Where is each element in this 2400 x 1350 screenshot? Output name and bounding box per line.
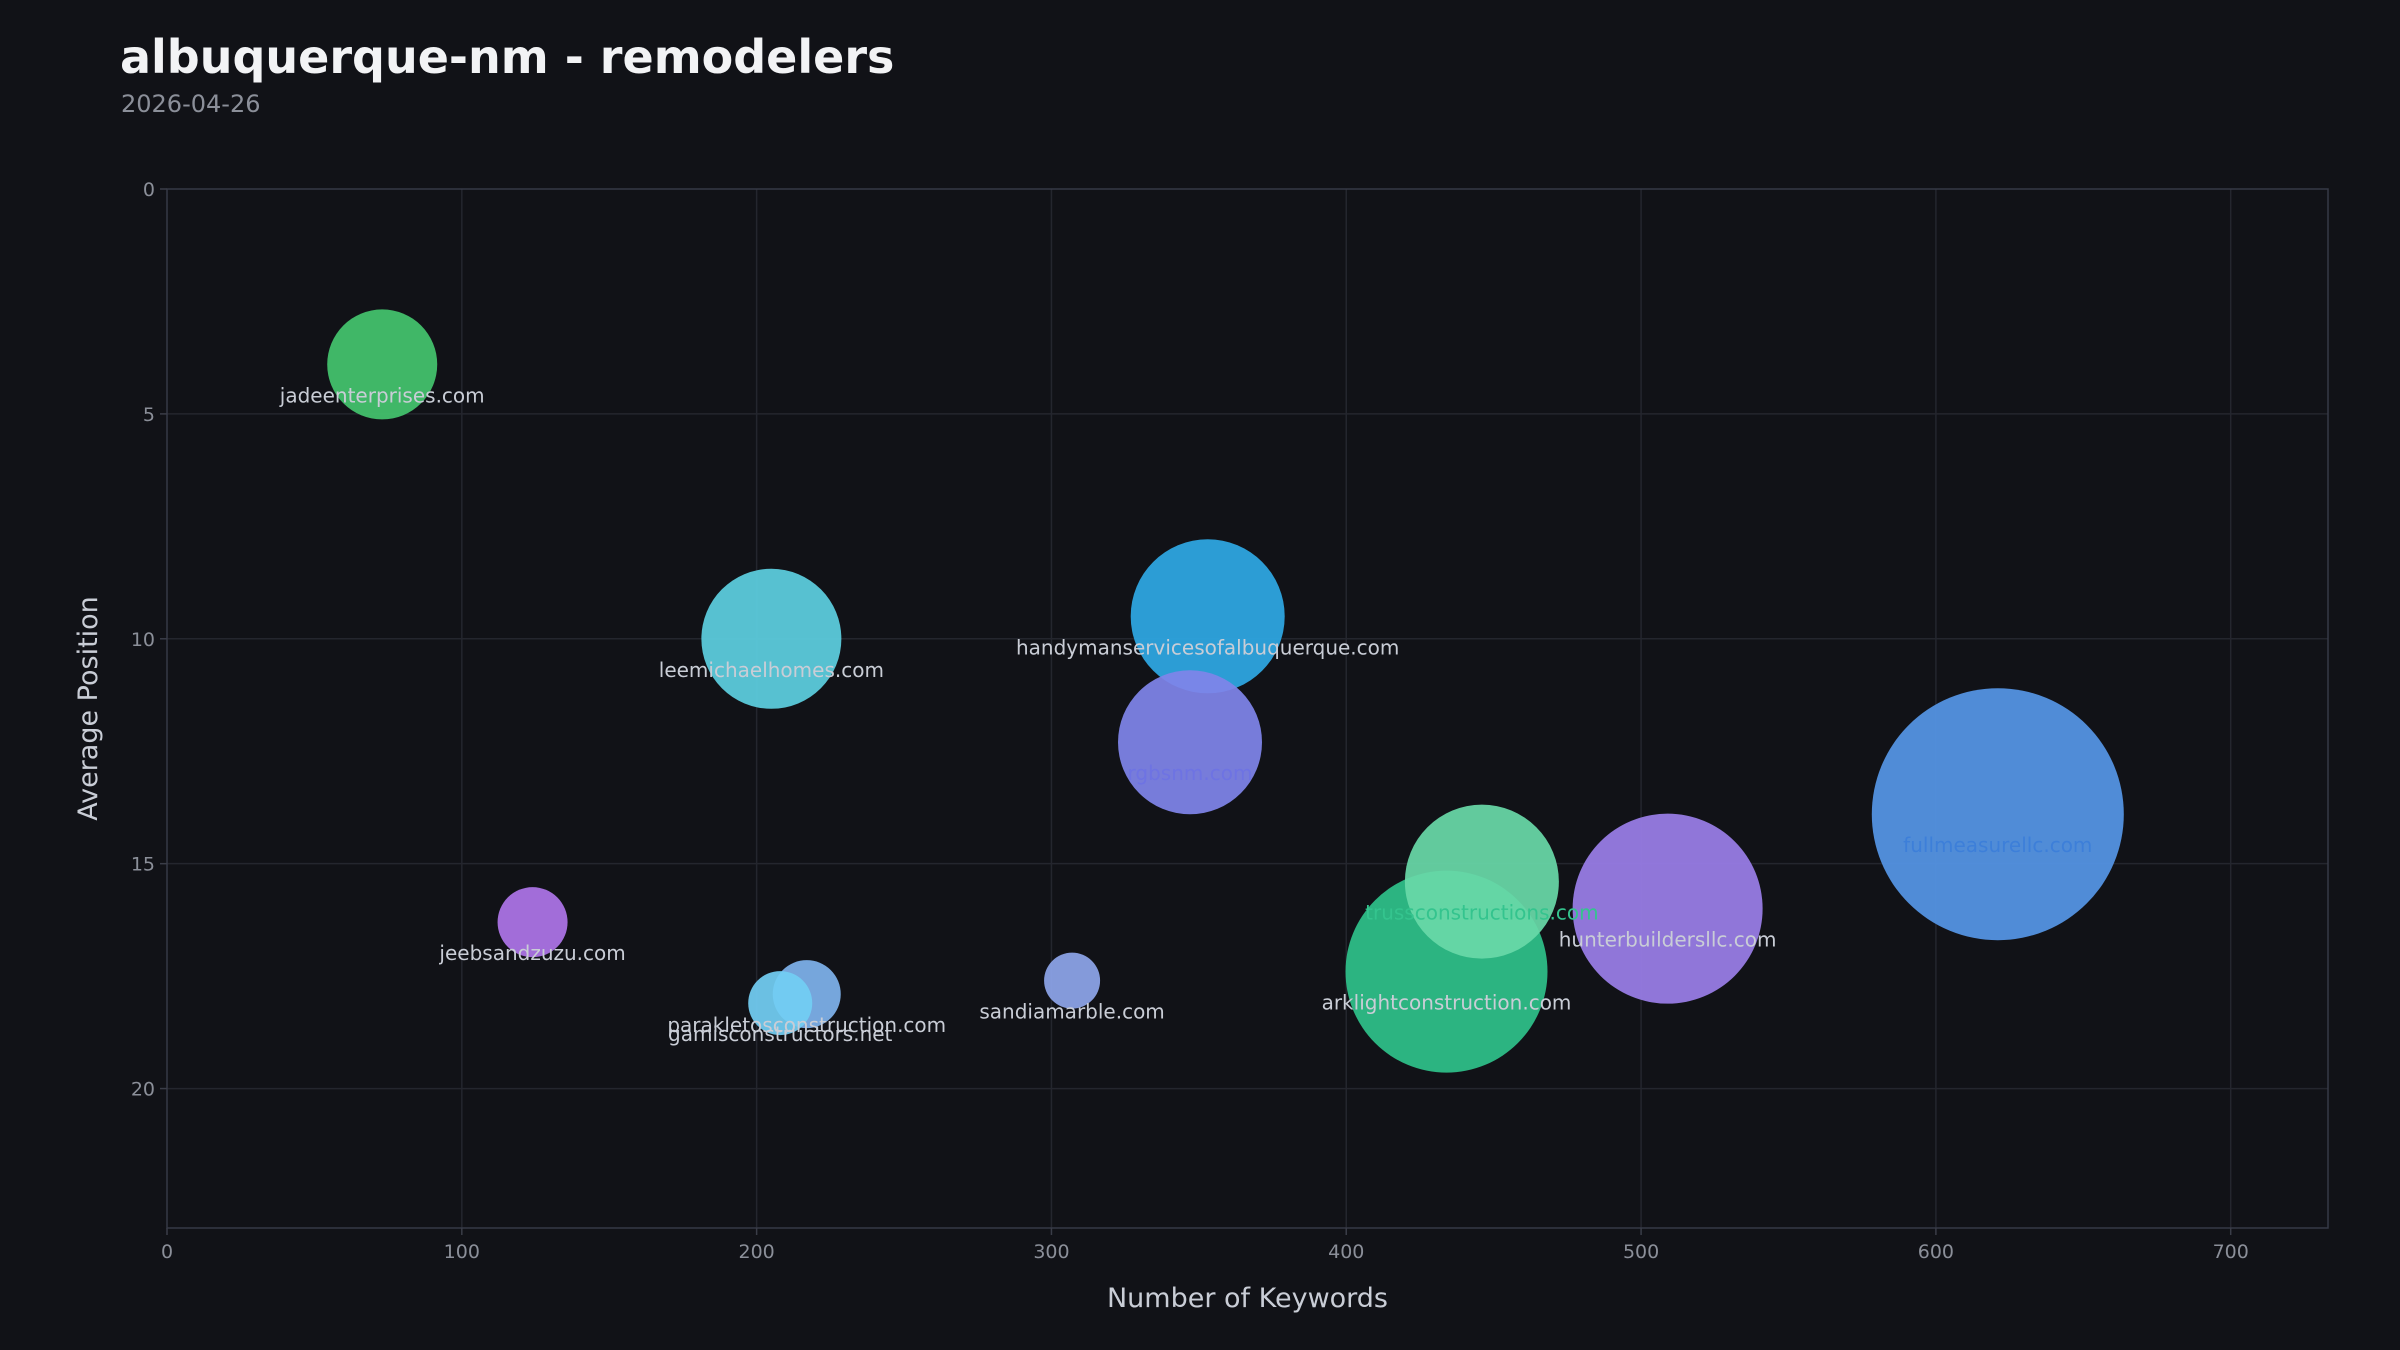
bubble bbox=[1572, 813, 1763, 1004]
y-tick-label: 15 bbox=[131, 854, 155, 876]
bubble-label: leemichaelhomes.com bbox=[659, 658, 884, 682]
bubble-label: jeebsandzuzu.com bbox=[438, 941, 625, 965]
bubble bbox=[1404, 804, 1559, 959]
x-tick-label: 100 bbox=[444, 1241, 480, 1263]
y-tick-label: 0 bbox=[143, 179, 155, 201]
x-axis-title: Number of Keywords bbox=[1107, 1283, 1388, 1314]
bubble bbox=[1871, 688, 2124, 941]
x-tick-label: 500 bbox=[1623, 1241, 1659, 1263]
x-tick-label: 400 bbox=[1328, 1241, 1364, 1263]
bubble-label: sandiamarble.com bbox=[979, 1000, 1164, 1024]
y-tick-label: 20 bbox=[131, 1079, 155, 1101]
bubble-label: arklightconstruction.com bbox=[1322, 991, 1572, 1015]
bubble bbox=[748, 971, 813, 1036]
bubble bbox=[1044, 952, 1101, 1009]
axis-ticks: 0 100 200 300 400 500 600 700 0 5 10 15 20 bbox=[131, 179, 2249, 1263]
bubble-label: hunterbuildersllc.com bbox=[1559, 928, 1777, 952]
bubble bbox=[497, 887, 568, 958]
bubble bbox=[701, 568, 842, 709]
bubbles bbox=[327, 309, 2124, 1073]
x-tick-label: 700 bbox=[2213, 1241, 2249, 1263]
bubble-label: parakletosconstruction.com bbox=[667, 1013, 946, 1037]
bubble-labels: fullmeasurellc.com hunterbuildersllc.com a… bbox=[279, 383, 2093, 1046]
bubble-label: fullmeasurellc.com bbox=[1903, 833, 2092, 857]
chart-title: albuquerque-nm - remodelers bbox=[120, 30, 895, 84]
x-tick-label: 300 bbox=[1033, 1241, 1069, 1263]
bubble-label: jadeenterprises.com bbox=[279, 383, 485, 407]
bubble-label: rgbsnm.com bbox=[1128, 761, 1253, 785]
bubble-label: trussconstructions.com bbox=[1365, 901, 1598, 925]
bubble-label: handymanservicesofalbuquerque.com bbox=[1016, 635, 1399, 659]
bubble bbox=[1118, 670, 1263, 815]
bubble bbox=[1130, 539, 1285, 694]
plot-area-border bbox=[166, 188, 2329, 1229]
x-tick-label: 600 bbox=[1918, 1241, 1954, 1263]
bubble bbox=[327, 309, 438, 420]
x-tick-label: 200 bbox=[738, 1241, 774, 1263]
gridlines bbox=[167, 189, 2328, 1228]
x-tick-label: 0 bbox=[161, 1241, 173, 1263]
y-axis-title: Average Position bbox=[73, 596, 104, 821]
y-tick-label: 10 bbox=[131, 629, 155, 651]
bubble-label: gamisconstructors.net bbox=[668, 1022, 893, 1046]
chart-date: 2026-04-26 bbox=[121, 90, 261, 118]
y-tick-label: 5 bbox=[143, 404, 155, 426]
